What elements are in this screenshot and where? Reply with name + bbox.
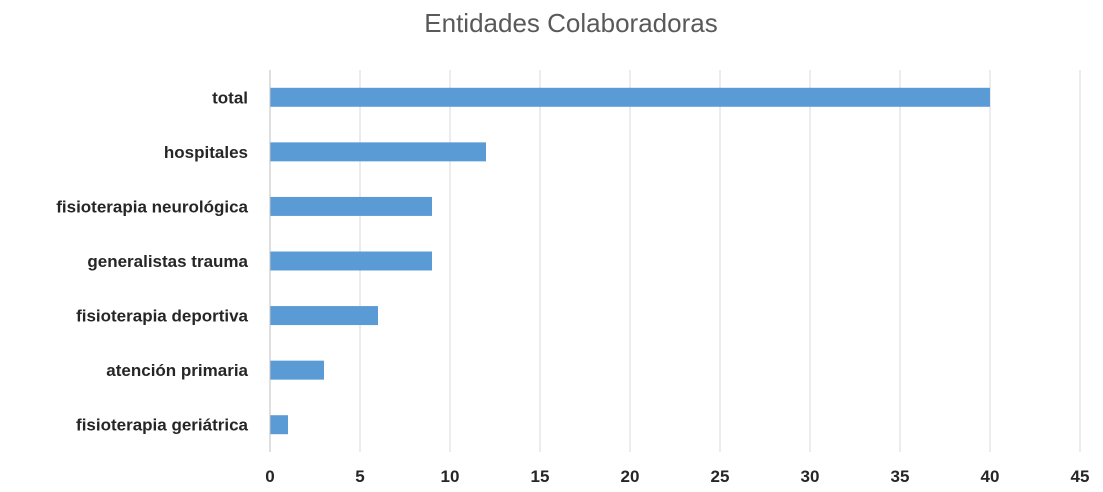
x-axis-tick-labels: 0 5 10 15 20 25 30 35 40 45 xyxy=(265,467,1089,486)
bar-0 xyxy=(270,87,990,107)
bar-4 xyxy=(270,306,378,326)
bar-1 xyxy=(270,142,486,162)
gridlines xyxy=(359,70,1081,452)
x-tick-label: 35 xyxy=(891,467,910,486)
category-label: fisioterapia neurológica xyxy=(56,197,248,216)
category-label: total xyxy=(212,88,248,107)
x-tick-label: 20 xyxy=(621,467,640,486)
x-tick-label: 45 xyxy=(1071,467,1090,486)
category-label: atención primaria xyxy=(106,361,248,380)
x-tick-label: 25 xyxy=(711,467,730,486)
bar-3 xyxy=(270,251,432,271)
chart-title: Entidades Colaboradoras xyxy=(424,8,717,38)
category-label: fisioterapia geriátrica xyxy=(76,416,249,435)
x-tick-label: 10 xyxy=(441,467,460,486)
category-labels: total hospitales fisioterapia neurológica g… xyxy=(56,88,248,434)
bar-5 xyxy=(270,360,324,380)
x-tick-label: 15 xyxy=(531,467,550,486)
x-tick-label: 0 xyxy=(265,467,274,486)
x-tick-label: 40 xyxy=(981,467,1000,486)
bar-2 xyxy=(270,196,432,216)
category-label: hospitales xyxy=(164,143,248,162)
category-label: generalistas trauma xyxy=(87,252,248,271)
category-label: fisioterapia deportiva xyxy=(76,307,248,326)
x-tick-label: 5 xyxy=(355,467,364,486)
bar-6 xyxy=(270,415,288,435)
bars xyxy=(270,87,990,435)
x-tick-label: 30 xyxy=(801,467,820,486)
